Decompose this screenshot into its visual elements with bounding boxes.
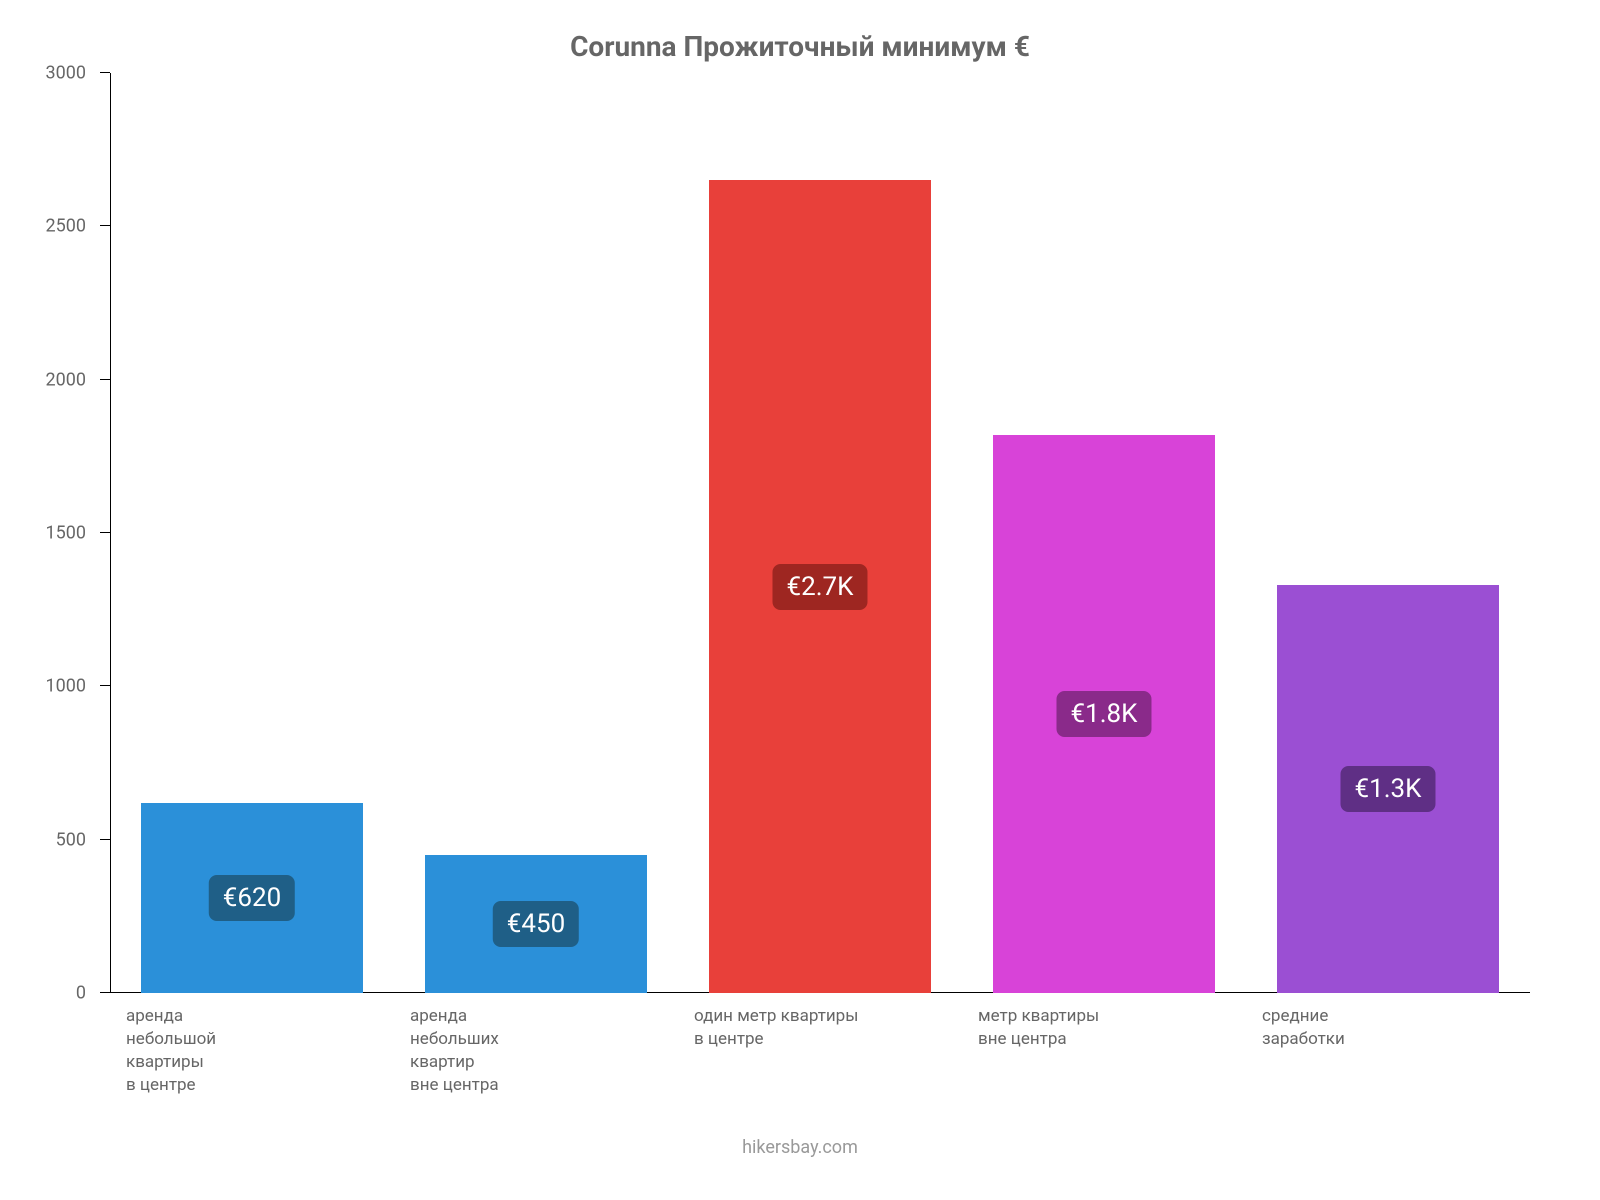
x-label-slot: аренда небольших квартир вне центра — [394, 1005, 678, 1097]
x-label-slot: аренда небольшой квартиры в центре — [110, 1005, 394, 1097]
bar: €1.8K — [993, 435, 1215, 993]
x-axis-label: один метр квартиры в центре — [694, 1005, 942, 1051]
chart-title: Corunna Прожиточный минимум € — [40, 30, 1560, 63]
value-badge: €1.3K — [1340, 766, 1435, 812]
value-badge: €2.7K — [772, 564, 867, 610]
y-tick-label: 2000 — [46, 369, 100, 390]
y-tick: 1500 — [100, 532, 110, 533]
bar: €450 — [425, 855, 647, 993]
bar: €1.3K — [1277, 585, 1499, 993]
attribution: hikersbay.com — [40, 1137, 1560, 1158]
plot-area: €620€450€2.7K€1.8K€1.3K 0500100015002000… — [110, 73, 1530, 993]
x-label-slot: средние заработки — [1246, 1005, 1530, 1097]
y-tick-label: 0 — [76, 983, 100, 1004]
y-tick: 3000 — [100, 72, 110, 73]
value-badge: €450 — [493, 901, 579, 947]
y-tick: 2500 — [100, 225, 110, 226]
y-tick-label: 1000 — [46, 676, 100, 697]
bar-slot: €1.8K — [962, 73, 1246, 993]
y-tick: 1000 — [100, 685, 110, 686]
x-axis-label: метр квартиры вне центра — [978, 1005, 1226, 1051]
y-tick-label: 2500 — [46, 216, 100, 237]
bars-container: €620 €450 €2.7K €1.8K €1.3K — [110, 73, 1530, 993]
value-badge: €1.8K — [1056, 691, 1151, 737]
bar-slot: €1.3K — [1246, 73, 1530, 993]
x-axis-labels: аренда небольшой квартиры в центре аренда… — [110, 1005, 1530, 1097]
y-tick: 2000 — [100, 379, 110, 380]
bar-slot: €450 — [394, 73, 678, 993]
x-label-slot: метр квартиры вне центра — [962, 1005, 1246, 1097]
x-axis-label: аренда небольшой квартиры в центре — [126, 1005, 374, 1097]
y-tick-label: 1500 — [46, 523, 100, 544]
y-tick-label: 3000 — [46, 63, 100, 84]
x-axis-label: аренда небольших квартир вне центра — [410, 1005, 658, 1097]
x-label-slot: один метр квартиры в центре — [678, 1005, 962, 1097]
bar-slot: €620 — [110, 73, 394, 993]
bar: €620 — [141, 803, 363, 993]
bar: €2.7K — [709, 180, 931, 993]
y-tick: 0 — [100, 992, 110, 993]
x-axis-label: средние заработки — [1262, 1005, 1510, 1051]
y-tick-label: 500 — [56, 829, 100, 850]
bar-slot: €2.7K — [678, 73, 962, 993]
value-badge: €620 — [209, 875, 295, 921]
cost-of-living-chart: Corunna Прожиточный минимум € €620 €450 €2… — [0, 0, 1600, 1200]
y-tick: 500 — [100, 839, 110, 840]
